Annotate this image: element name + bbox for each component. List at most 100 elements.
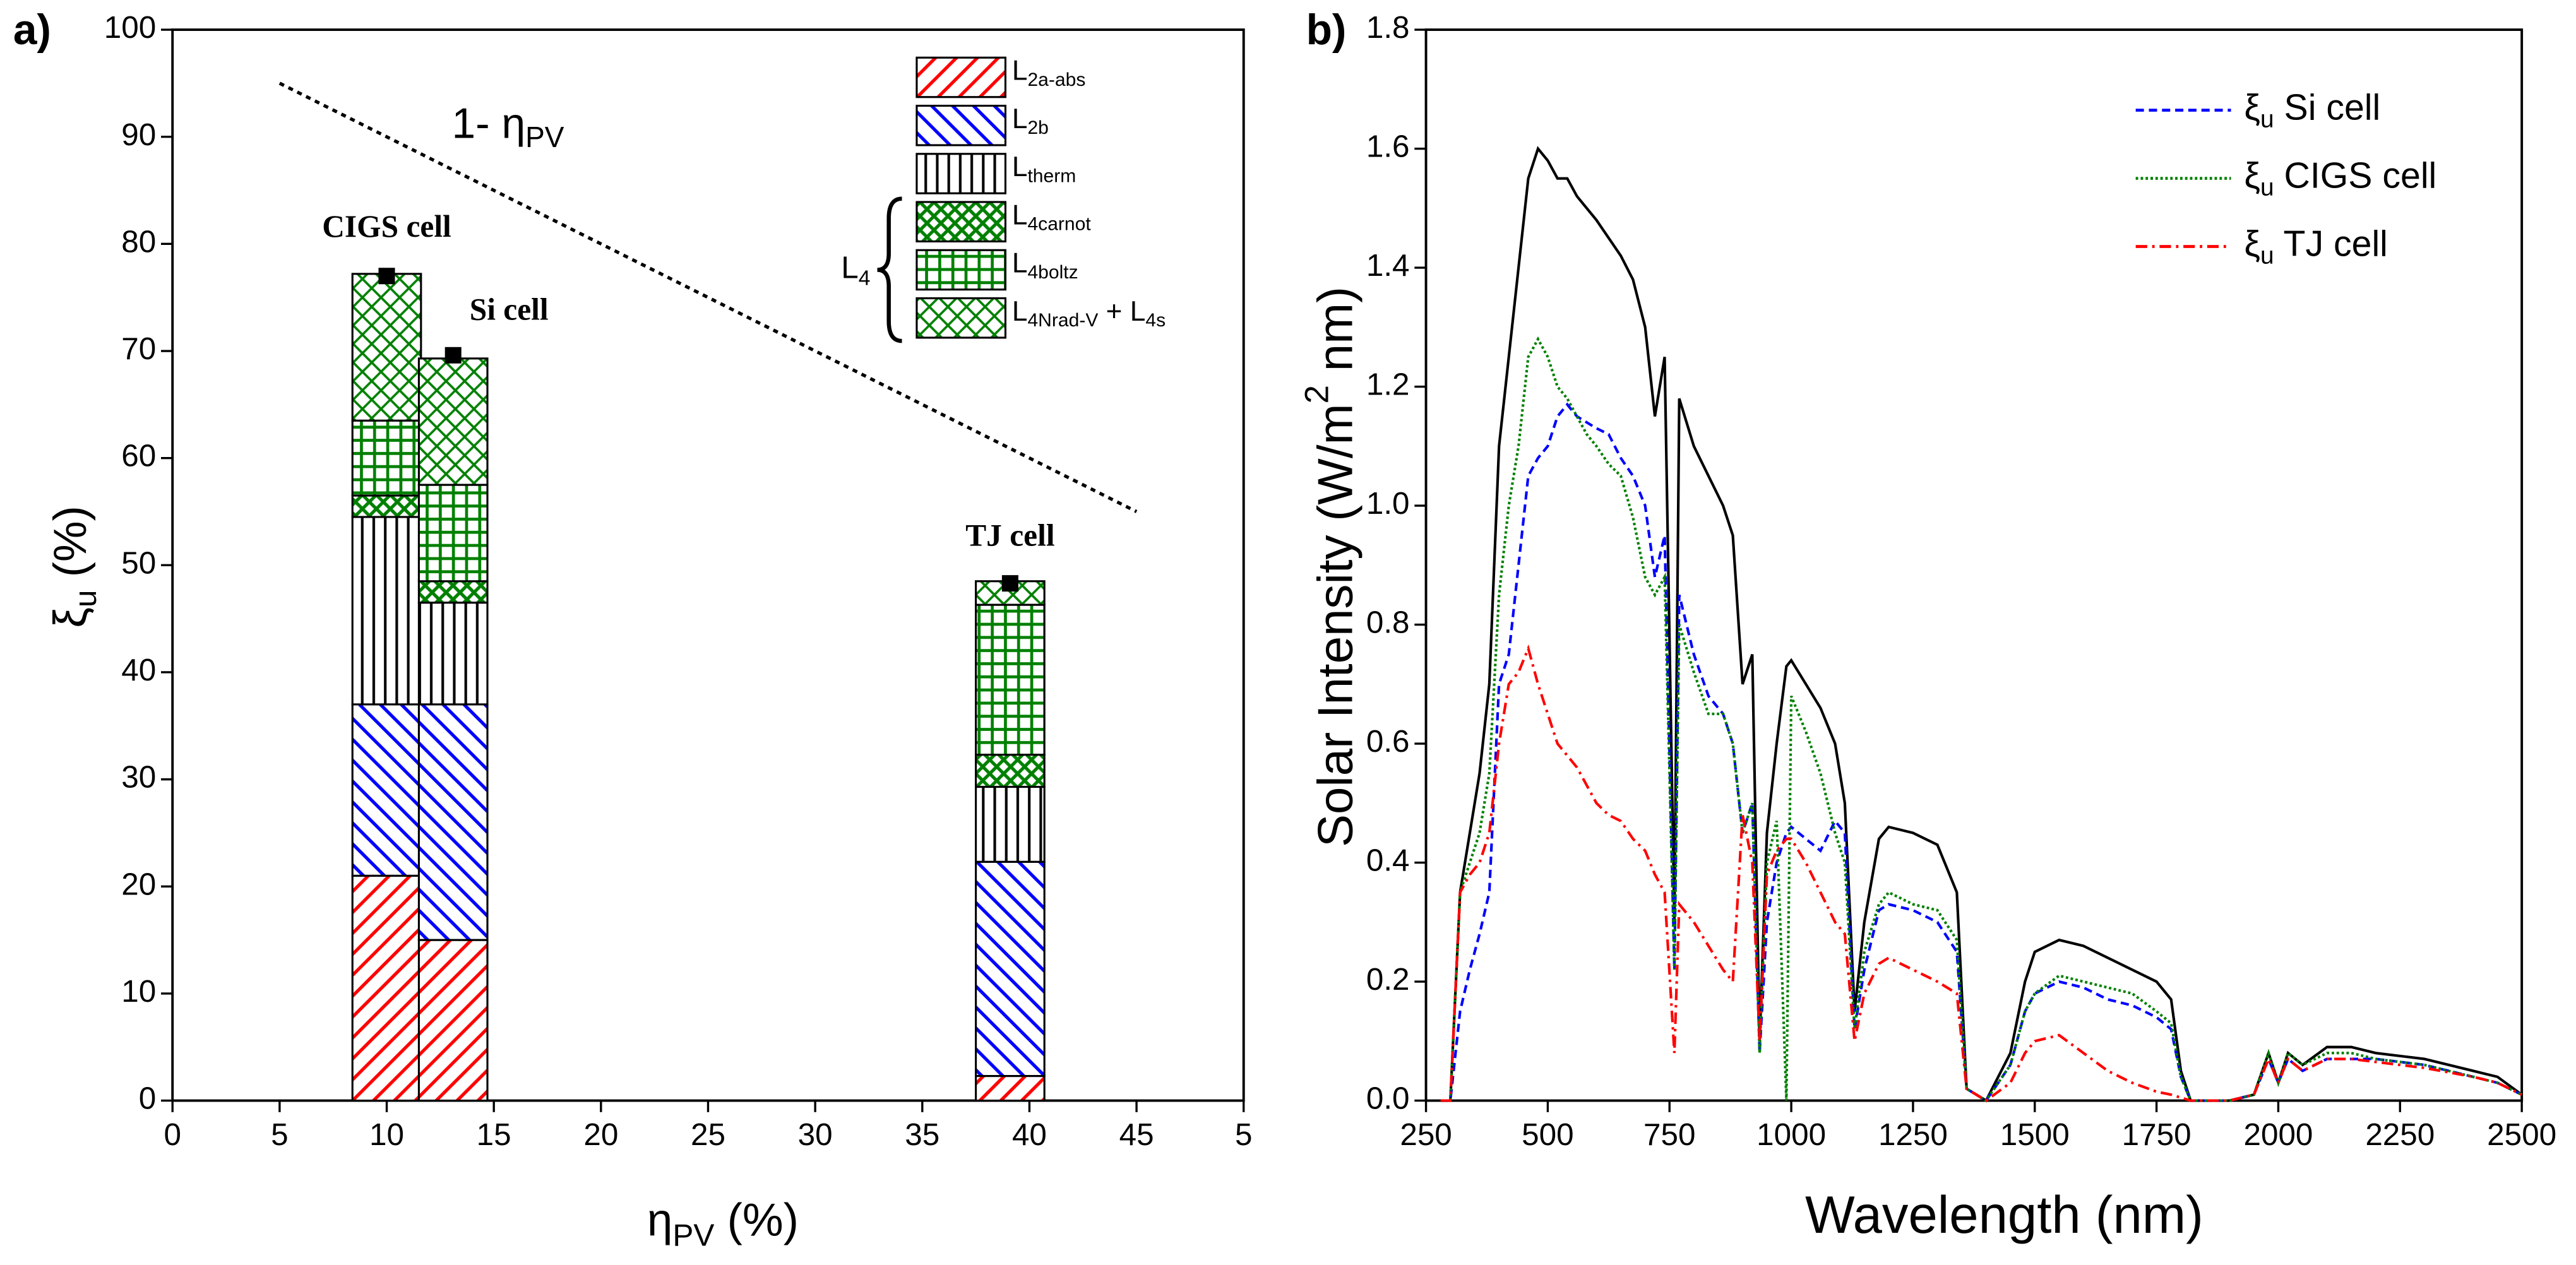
text-part: ξ <box>2244 88 2260 128</box>
bar-segment <box>351 273 422 422</box>
y-tick-label: 100 <box>104 10 156 45</box>
y-tick-label: 1.4 <box>1366 248 1410 283</box>
y-tick-label: 1.8 <box>1366 10 1410 45</box>
y-tick-label: 1.6 <box>1366 129 1410 164</box>
text-part: Solar Intensity (W/m <box>1307 403 1363 847</box>
x-tick-label: 25 <box>691 1117 725 1152</box>
y-tick-label: 0.8 <box>1366 605 1410 640</box>
text-part: L <box>1012 151 1028 182</box>
legend-swatch <box>915 297 1007 339</box>
marker <box>1001 575 1018 592</box>
bar-segment <box>351 874 422 1102</box>
plot-frame <box>1424 28 2524 1102</box>
text-part: u <box>2260 242 2274 270</box>
legend-swatch <box>915 104 1007 146</box>
legend-label: L4carnot <box>1012 199 1092 235</box>
x-tick-label: 1250 <box>1878 1117 1948 1152</box>
text-part: TJ cell <box>2274 224 2388 264</box>
x-tick-label: 2500 <box>2487 1117 2556 1152</box>
bar-segment <box>351 516 422 706</box>
x-tick-label: 15 <box>477 1117 511 1152</box>
x-tick-label: 250 <box>1400 1117 1452 1152</box>
legend-swatch <box>915 201 1007 243</box>
marker <box>444 347 462 364</box>
text-part: L <box>1012 296 1028 327</box>
panel-label: a) <box>13 6 51 54</box>
legend-brace <box>877 196 902 343</box>
bar-segment <box>351 419 422 497</box>
text-part: u <box>2260 174 2274 201</box>
bar-segment <box>417 580 489 604</box>
y-axis-label: Solar Intensity (W/m2 nm) <box>1298 287 1363 847</box>
text-part: 4boltz <box>1027 262 1078 283</box>
y-tick-label: 0.2 <box>1366 962 1410 997</box>
category-label: Si cell <box>470 292 549 326</box>
bar-segment <box>417 484 489 583</box>
reference-label: 1- ηPV <box>452 100 564 153</box>
x-tick-label: 2250 <box>2365 1117 2435 1152</box>
y-tick-label: 20 <box>121 867 156 901</box>
legend-swatch <box>915 56 1007 98</box>
y-tick-label: 90 <box>121 117 156 152</box>
text-part: ξ <box>2244 156 2260 196</box>
y-axis-label: ξu (%) <box>45 506 103 628</box>
x-tick-label: 35 <box>905 1117 939 1152</box>
text-part: L <box>1012 247 1028 278</box>
spectrum-line <box>1440 644 2523 1103</box>
spectrum-line <box>1440 402 2523 1103</box>
text-part: (%) <box>714 1195 799 1246</box>
text-part: Si cell <box>2274 88 2381 128</box>
x-tick-label: 500 <box>1522 1117 1573 1152</box>
y-tick-label: 30 <box>121 760 156 795</box>
text-part: 4Nrad-V <box>1027 310 1098 331</box>
text-part: CIGS cell <box>2274 156 2437 196</box>
y-tick-label: 0.4 <box>1366 843 1410 878</box>
bar-segment <box>975 785 1046 863</box>
bar-segment <box>417 939 489 1102</box>
legend-label: L4Nrad-V + L4s <box>1012 296 1166 331</box>
x-tick-label: 1500 <box>2000 1117 2070 1152</box>
legend-label: L2a-abs <box>1012 55 1086 90</box>
legend-group-label: L4 <box>841 251 870 290</box>
legend-swatch <box>915 249 1007 291</box>
legend-label: L4boltz <box>1012 247 1078 283</box>
legend-label: L2b <box>1012 104 1049 139</box>
legend-label: ξu CIGS cell <box>2244 156 2436 201</box>
x-tick-label: 20 <box>583 1117 618 1152</box>
y-tick-label: 80 <box>121 224 156 259</box>
x-tick-label: 5 <box>1235 1117 1253 1152</box>
text-part: 4s <box>1145 310 1166 331</box>
y-tick-label: 1.2 <box>1366 367 1410 402</box>
bar-segment <box>417 703 489 941</box>
bar-segment <box>975 603 1046 756</box>
y-tick-label: 0.0 <box>1366 1081 1410 1116</box>
y-tick-label: 10 <box>121 974 156 1009</box>
bar-segment <box>975 754 1046 788</box>
marker <box>378 268 395 285</box>
text-part: L <box>1012 55 1028 86</box>
text-part: 2 <box>1298 385 1335 404</box>
x-tick-label: 1750 <box>2122 1117 2191 1152</box>
category-label: TJ cell <box>965 518 1054 552</box>
x-tick-label: 5 <box>271 1117 289 1152</box>
text-part: nm) <box>1307 287 1363 385</box>
legend-label: ξu TJ cell <box>2244 224 2388 270</box>
text-part: η <box>647 1195 673 1246</box>
text-part: ξ <box>45 607 96 628</box>
y-tick-label: 50 <box>121 545 156 580</box>
bar-segment <box>975 860 1046 1078</box>
legend-label: ξu Si cell <box>2244 88 2380 133</box>
x-tick-label: 1000 <box>1756 1117 1826 1152</box>
plot-frame <box>171 28 1245 1102</box>
reference-line <box>278 81 1138 513</box>
panel-label: b) <box>1306 6 1347 54</box>
text-part: 2b <box>1027 117 1048 138</box>
x-tick-label: 2000 <box>2243 1117 2313 1152</box>
y-tick-label: 60 <box>121 439 156 473</box>
text-part: therm <box>1027 165 1076 186</box>
x-tick-label: 40 <box>1012 1117 1047 1152</box>
legend-label: Ltherm <box>1012 151 1076 187</box>
bar-segment <box>417 602 489 706</box>
x-axis-label: Wavelength (nm) <box>1805 1185 2203 1244</box>
x-tick-label: 45 <box>1119 1117 1154 1152</box>
